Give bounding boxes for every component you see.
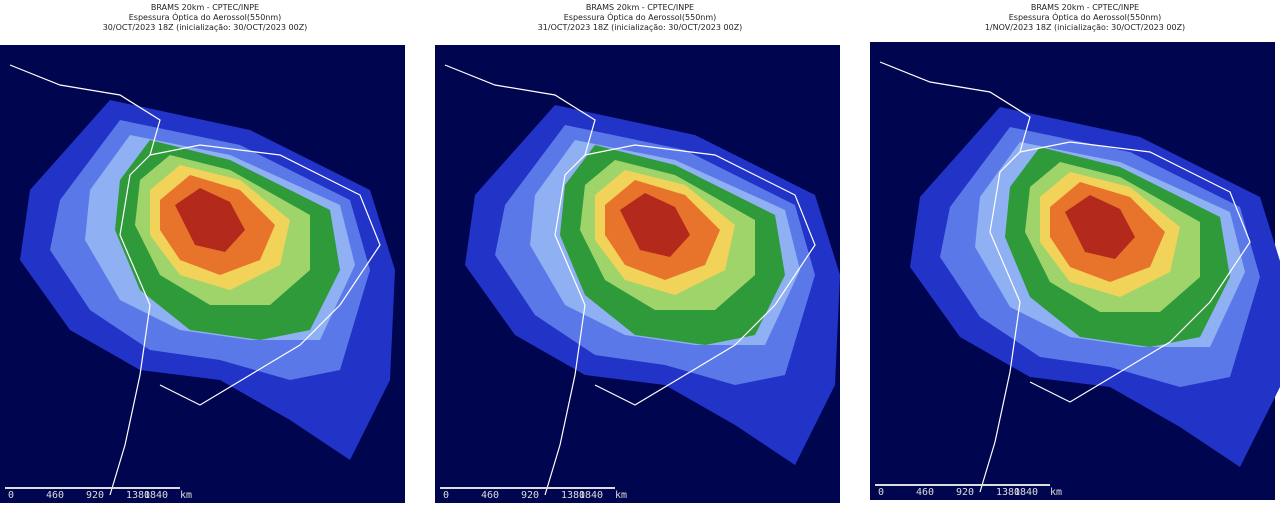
scale-label: 460	[481, 490, 499, 501]
coastline	[879, 61, 1251, 493]
panel-title: 30/OCT/2023 18Z (inicialização: 30/OCT/2…	[103, 23, 308, 32]
aerosol-field	[1065, 195, 1135, 259]
panel-title: BRAMS 20km - CPTEC/INPE	[151, 3, 259, 12]
coastline	[444, 64, 816, 496]
aerosol-field	[620, 193, 690, 257]
scale-label: 1840	[144, 490, 168, 501]
scale-label: 920	[86, 490, 104, 501]
panel-title: BRAMS 20km - CPTEC/INPE	[1031, 3, 1139, 12]
scale-label: 0	[8, 490, 14, 501]
scale-label: 1840	[1014, 487, 1038, 498]
scale-label: 1840	[579, 490, 603, 501]
scale-label: 1380	[996, 487, 1020, 498]
scale-label: km	[1050, 487, 1062, 498]
panel-title: 31/OCT/2023 18Z (inicialização: 30/OCT/2…	[538, 23, 743, 32]
scale-label: 460	[46, 490, 64, 501]
scale-label: 920	[956, 487, 974, 498]
panel-title: 1/NOV/2023 18Z (inicialização: 30/OCT/20…	[985, 23, 1185, 32]
coastline	[9, 64, 381, 496]
scale-label: km	[615, 490, 627, 501]
scale-label: 0	[878, 487, 884, 498]
scale-label: 1380	[561, 490, 585, 501]
panel-title: Espessura Óptica do Aerossol(550nm)	[129, 11, 282, 22]
scale-label: 460	[916, 487, 934, 498]
scale-label: 0	[443, 490, 449, 501]
scale-label: 1380	[126, 490, 150, 501]
scale-label: 920	[521, 490, 539, 501]
aerosol-field	[175, 188, 245, 252]
scale-label: km	[180, 490, 192, 501]
panel-title: BRAMS 20km - CPTEC/INPE	[586, 3, 694, 12]
panel-title: Espessura Óptica do Aerossol(550nm)	[564, 11, 717, 22]
panel-title: Espessura Óptica do Aerossol(550nm)	[1009, 11, 1162, 22]
